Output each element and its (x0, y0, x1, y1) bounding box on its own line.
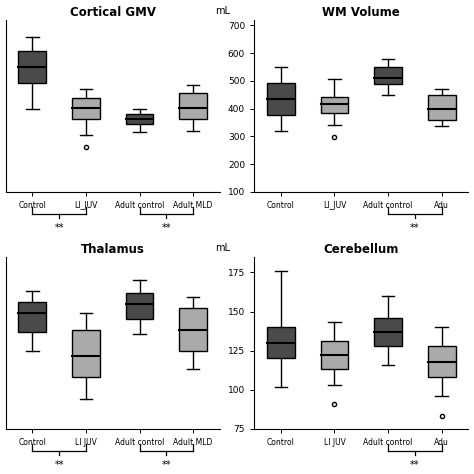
Bar (374, 318, 402, 346)
Bar (320, 341, 348, 369)
Text: **: ** (162, 223, 171, 233)
Bar (72, 98, 100, 118)
Title: Cortical GMV: Cortical GMV (70, 6, 156, 18)
Bar (374, 67, 402, 84)
Text: mL: mL (216, 243, 230, 253)
Bar (18, 302, 46, 332)
Bar (267, 83, 295, 115)
Text: **: ** (410, 460, 419, 470)
Text: mL: mL (216, 6, 230, 16)
Bar (126, 293, 154, 319)
Text: **: ** (55, 223, 64, 233)
Title: WM Volume: WM Volume (322, 6, 400, 18)
Bar (267, 327, 295, 358)
Bar (428, 346, 456, 377)
Bar (72, 330, 100, 377)
Bar (179, 309, 207, 351)
Text: **: ** (162, 460, 171, 470)
Text: **: ** (55, 460, 64, 470)
Text: **: ** (410, 223, 419, 233)
Title: Thalamus: Thalamus (81, 243, 145, 255)
Bar (179, 93, 207, 118)
Bar (320, 97, 348, 113)
Bar (428, 95, 456, 120)
Bar (126, 114, 154, 125)
Title: Cerebellum: Cerebellum (324, 243, 399, 255)
Bar (18, 51, 46, 83)
